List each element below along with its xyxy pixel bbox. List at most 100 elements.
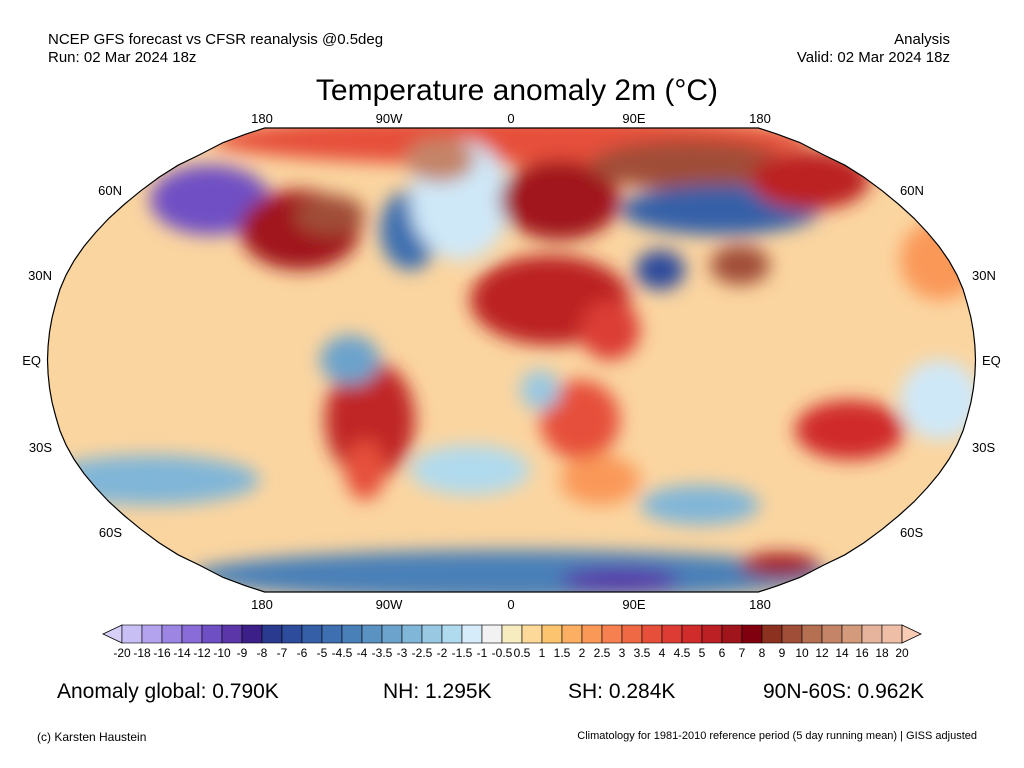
colorbar-swatch [721, 624, 743, 644]
colorbar-swatch [801, 624, 823, 644]
colorbar-tick-label: 1.5 [553, 646, 571, 660]
lon-label-bottom: 0 [507, 597, 514, 612]
colorbar-tick-label: 12 [815, 646, 829, 660]
colorbar-tick-label: 3.5 [633, 646, 651, 660]
colorbar-swatch [161, 624, 183, 644]
colorbar-swatch [681, 624, 703, 644]
colorbar-tick-label: -5 [316, 646, 328, 660]
colorbar-tick-label: -1 [476, 646, 488, 660]
colorbar-tick-label: -7 [276, 646, 288, 660]
lon-label-top: 180 [251, 111, 273, 126]
colorbar-tick-label: -8 [256, 646, 268, 660]
colorbar-tick-label: 7 [738, 646, 746, 660]
lon-label-bottom: 180 [251, 597, 273, 612]
lat-label-left: 60N [98, 183, 122, 198]
colorbar-tick-label: 8 [758, 646, 766, 660]
lat-label-right: EQ [982, 353, 1001, 368]
colorbar-swatch [741, 624, 763, 644]
colorbar-tick-label: -9 [236, 646, 248, 660]
lat-label-left: 30S [29, 440, 52, 455]
colorbar-swatch [621, 624, 643, 644]
colorbar-tick-label: 6 [718, 646, 726, 660]
colorbar-tick-label: 9 [778, 646, 786, 660]
colorbar-tick-label: 1 [538, 646, 546, 660]
colorbar-tick-label: -4.5 [331, 646, 353, 660]
colorbar-tick-label: -10 [213, 646, 231, 660]
colorbar-tick-label: 10 [795, 646, 809, 660]
colorbar-swatch [521, 624, 543, 644]
colorbar-tick-label: 3 [618, 646, 626, 660]
colorbar-swatch [321, 624, 343, 644]
lat-label-right: 30S [972, 440, 995, 455]
lat-label-left: 30N [28, 268, 52, 283]
colorbar-tick-label: 4.5 [673, 646, 691, 660]
colorbar-swatch [341, 624, 363, 644]
colorbar-tick-label: -0.5 [491, 646, 513, 660]
colorbar-over-triangle [901, 624, 922, 644]
lat-label-right: 60N [900, 183, 924, 198]
colorbar-swatch [701, 624, 723, 644]
colorbar-swatch [541, 624, 563, 644]
colorbar-swatch [261, 624, 283, 644]
lon-label-top: 0 [507, 111, 514, 126]
colorbar-tick-label: -3.5 [371, 646, 393, 660]
credit: (c) Karsten Haustein [37, 730, 147, 744]
lon-label-top: 90W [376, 111, 403, 126]
colorbar-swatch [561, 624, 583, 644]
colorbar-swatch [581, 624, 603, 644]
colorbar-swatch [881, 624, 903, 644]
colorbar-tick-label: -1.5 [451, 646, 473, 660]
lat-label-left: EQ [22, 353, 41, 368]
colorbar-swatch [281, 624, 303, 644]
lat-label-left: 60S [99, 525, 122, 540]
colorbar-tick-label: 2.5 [593, 646, 611, 660]
colorbar-swatch [221, 624, 243, 644]
colorbar-swatch [301, 624, 323, 644]
colorbar-tick-label: -4 [356, 646, 368, 660]
colorbar-swatch [781, 624, 803, 644]
colorbar [102, 624, 922, 644]
colorbar-tick-label: -2.5 [411, 646, 433, 660]
anomaly-90n-60s: 90N-60S: 0.962K [763, 680, 925, 703]
analysis-label: Analysis [894, 31, 950, 48]
colorbar-tick-label: 5 [698, 646, 706, 660]
colorbar-swatch [201, 624, 223, 644]
page-title: Temperature anomaly 2m (°C) [315, 74, 719, 107]
lon-label-bottom: 90E [622, 597, 645, 612]
colorbar-tick-label: 0.5 [513, 646, 531, 660]
colorbar-tick-label: -14 [173, 646, 191, 660]
climatology-note: Climatology for 1981-2010 reference peri… [577, 730, 977, 742]
colorbar-tick-label: -12 [193, 646, 211, 660]
colorbar-tick-label: -3 [396, 646, 408, 660]
colorbar-tick-label: 16 [855, 646, 869, 660]
colorbar-tick-label: 14 [835, 646, 849, 660]
colorbar-swatch [381, 624, 403, 644]
colorbar-swatch [761, 624, 783, 644]
lat-label-right: 30N [972, 268, 996, 283]
colorbar-swatch [441, 624, 463, 644]
colorbar-tick-label: 18 [875, 646, 889, 660]
colorbar-swatch [641, 624, 663, 644]
valid-time: Valid: 02 Mar 2024 18z [796, 49, 950, 66]
anomaly-global: Anomaly global: 0.790K [57, 680, 279, 703]
lon-label-top: 180 [749, 111, 771, 126]
colorbar-tick-label: 20 [895, 646, 909, 660]
colorbar-swatch [141, 624, 163, 644]
colorbar-tick-label: -20 [113, 646, 131, 660]
colorbar-swatch [501, 624, 523, 644]
run-time: Run: 02 Mar 2024 18z [48, 49, 197, 66]
colorbar-tick-label: 2 [578, 646, 586, 660]
lon-label-bottom: 90W [376, 597, 403, 612]
colorbar-swatch [241, 624, 263, 644]
colorbar-swatch [461, 624, 483, 644]
colorbar-swatch [601, 624, 623, 644]
lat-label-right: 60S [900, 525, 923, 540]
colorbar-swatch [121, 624, 143, 644]
lon-label-bottom: 180 [749, 597, 771, 612]
colorbar-tick-label: -16 [153, 646, 171, 660]
colorbar-tick-label: -18 [133, 646, 151, 660]
colorbar-swatch [181, 624, 203, 644]
lon-label-top: 90E [622, 111, 645, 126]
anomaly-nh: NH: 1.295K [383, 680, 492, 703]
model-description: NCEP GFS forecast vs CFSR reanalysis @0.… [48, 31, 384, 48]
